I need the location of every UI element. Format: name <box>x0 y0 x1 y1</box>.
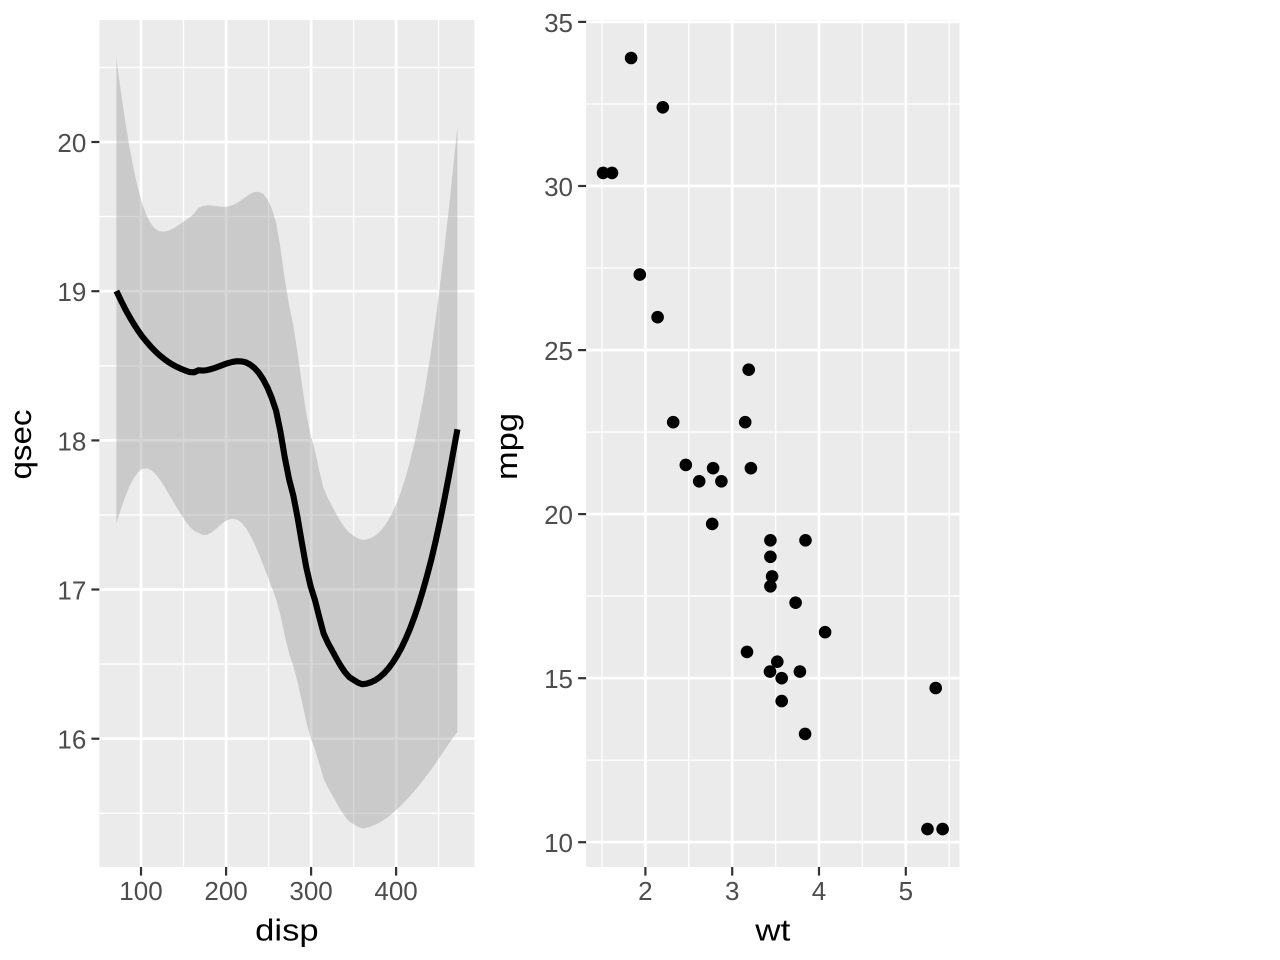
svg-text:disp: disp <box>255 914 319 948</box>
svg-text:17: 17 <box>57 576 86 606</box>
svg-text:2: 2 <box>638 876 652 906</box>
svg-text:15: 15 <box>544 664 573 694</box>
svg-text:16: 16 <box>57 725 86 755</box>
svg-text:19: 19 <box>57 277 86 307</box>
svg-text:3: 3 <box>725 876 739 906</box>
svg-text:25: 25 <box>544 336 573 366</box>
svg-text:100: 100 <box>119 876 162 906</box>
svg-text:300: 300 <box>289 876 332 906</box>
svg-text:20: 20 <box>57 128 86 158</box>
svg-text:5: 5 <box>899 876 913 906</box>
svg-text:200: 200 <box>204 876 247 906</box>
svg-text:30: 30 <box>544 172 573 202</box>
svg-text:20: 20 <box>544 500 573 530</box>
svg-text:qsec: qsec <box>4 410 38 480</box>
svg-text:400: 400 <box>374 876 417 906</box>
svg-text:wt: wt <box>754 914 791 948</box>
svg-text:4: 4 <box>812 876 826 906</box>
svg-text:mpg: mpg <box>490 413 524 480</box>
svg-text:35: 35 <box>544 8 573 38</box>
svg-text:18: 18 <box>57 426 86 456</box>
svg-text:10: 10 <box>544 828 573 858</box>
